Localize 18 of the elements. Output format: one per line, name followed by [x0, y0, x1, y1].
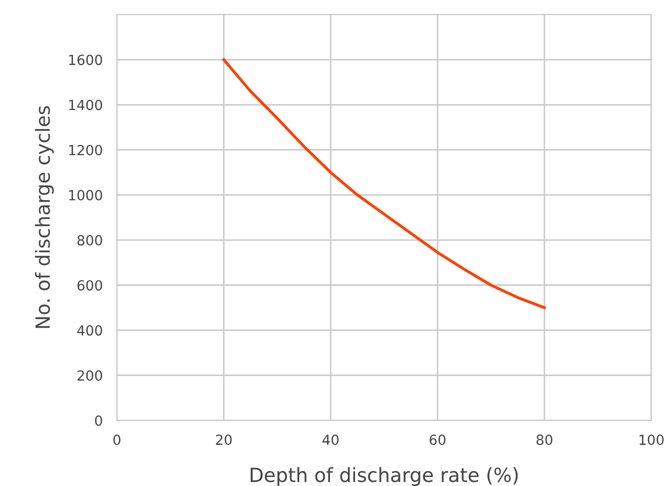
y-axis-title: No. of discharge cycles [34, 106, 54, 328]
y-tick-label: 600 [77, 280, 102, 291]
y-tick-label: 1200 [69, 144, 102, 156]
x-tick-label: 0 [113, 434, 120, 446]
y-tick-label: 800 [77, 235, 102, 246]
y-tick-label: 1000 [69, 190, 102, 200]
x-tick-label: 40 [322, 434, 339, 446]
x-tick-label: 60 [430, 434, 446, 446]
y-tick-label: 400 [77, 325, 102, 336]
x-tick-label: 20 [216, 434, 232, 446]
x-tick-label: 80 [536, 434, 552, 446]
y-tick-label: 200 [78, 370, 102, 381]
line-series [222, 58, 546, 310]
y-tick-label: 1600 [69, 54, 102, 66]
y-tick-label: 1400 [69, 100, 102, 110]
x-axis-title: Depth of discharge rate (%) [250, 467, 518, 486]
y-tick-label: 0 [95, 415, 102, 426]
x-tick-label: 100 [640, 434, 664, 446]
